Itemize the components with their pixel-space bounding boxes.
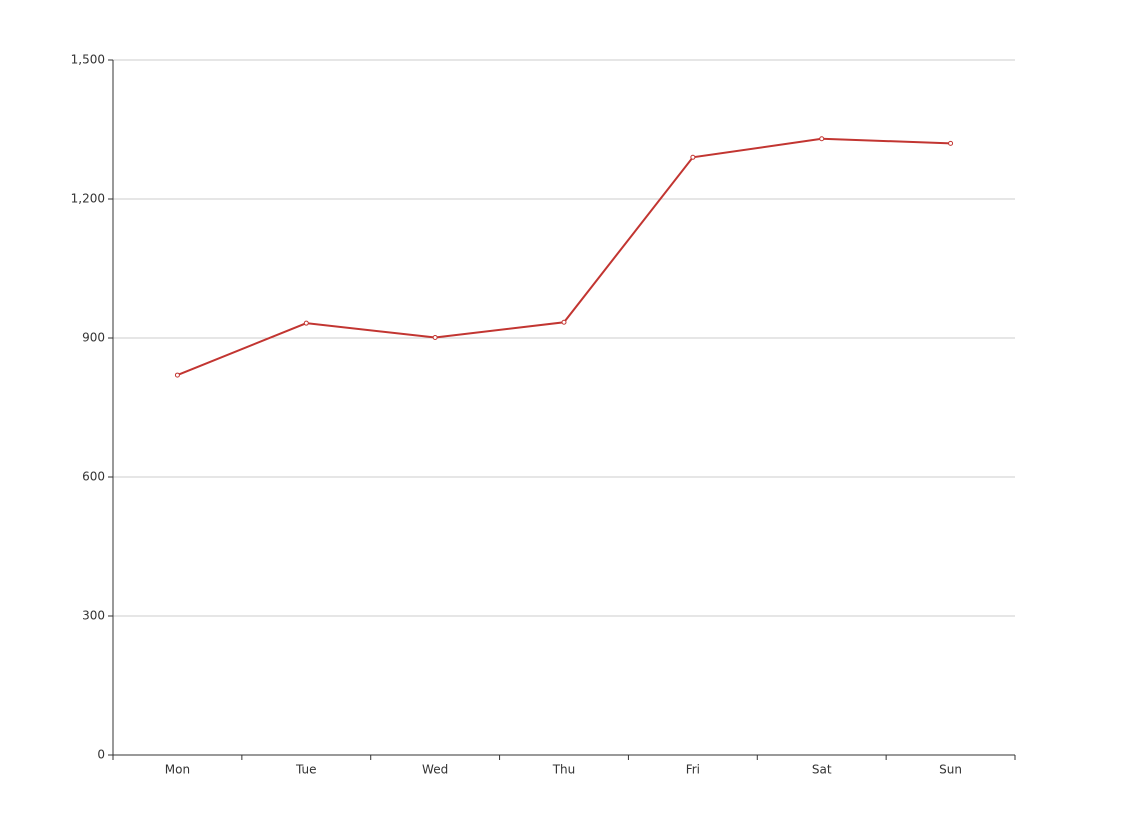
point	[819, 136, 825, 142]
point	[432, 335, 438, 341]
y-tick-label: 600	[82, 470, 105, 484]
x-tick-label: Wed	[422, 763, 448, 777]
y-tick-label: 0	[97, 748, 105, 762]
x-tick-label: Sat	[812, 763, 832, 777]
x-tick-label: Thu	[552, 763, 576, 777]
point	[690, 154, 696, 160]
point	[948, 140, 954, 146]
point	[174, 372, 180, 378]
y-tick-label: 1,200	[71, 192, 105, 206]
x-tick-label: Sun	[939, 763, 962, 777]
y-tick-label: 300	[82, 609, 105, 623]
x-tick-label: Tue	[295, 763, 317, 777]
x-tick-label: Mon	[165, 763, 190, 777]
y-tick-label: 1,500	[71, 53, 105, 67]
point	[303, 320, 309, 326]
y-tick-label: 900	[82, 331, 105, 345]
point	[561, 319, 567, 325]
line	[177, 137, 951, 376]
x-tick-label: Fri	[686, 763, 700, 777]
